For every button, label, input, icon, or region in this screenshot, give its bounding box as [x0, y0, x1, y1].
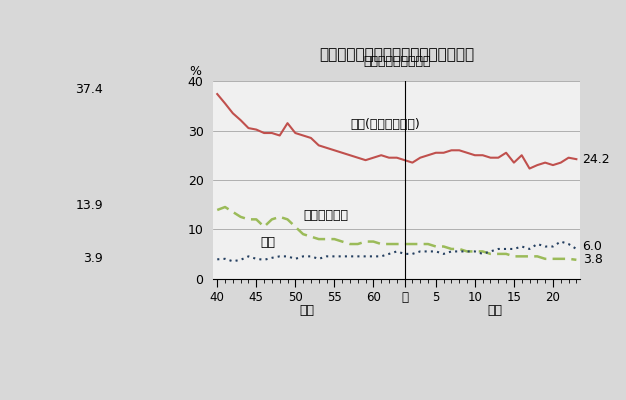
Text: 住居: 住居: [260, 236, 275, 250]
Text: 被服及び履物: 被服及び履物: [303, 209, 348, 222]
Text: 13.9: 13.9: [76, 198, 103, 212]
Text: （二人以上の世帯）: （二人以上の世帯）: [363, 55, 431, 68]
Title: 消費支出に占める衣食住の割合の推移: 消費支出に占める衣食住の割合の推移: [319, 47, 475, 62]
Text: 24.2: 24.2: [583, 153, 610, 166]
Text: 食料(エンゲル係数): 食料(エンゲル係数): [350, 118, 419, 131]
Text: 3.8: 3.8: [583, 253, 602, 266]
Text: 昭和: 昭和: [299, 304, 314, 317]
Text: %: %: [190, 65, 202, 78]
Text: 6.0: 6.0: [583, 240, 602, 253]
Text: 3.9: 3.9: [83, 252, 103, 265]
Text: 平成: 平成: [487, 304, 502, 317]
Text: 37.4: 37.4: [76, 82, 103, 96]
